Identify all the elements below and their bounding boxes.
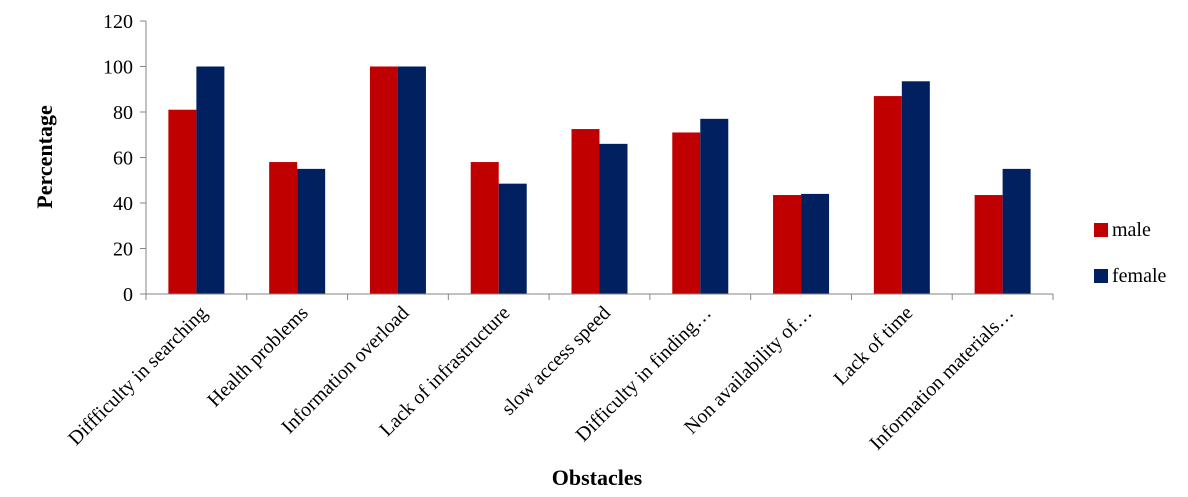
bar-female	[1002, 168, 1031, 294]
bar-female	[801, 193, 830, 294]
legend-label-male: male	[1112, 219, 1151, 241]
bar-female	[700, 118, 729, 294]
bar-male	[470, 162, 499, 294]
bar-female	[901, 81, 930, 294]
bar-female	[397, 66, 426, 294]
y-tick-label: 40	[113, 193, 133, 215]
y-tick-label: 100	[103, 57, 133, 79]
x-category-label: slow access speed	[497, 302, 615, 420]
bar-male	[571, 129, 600, 294]
y-tick-label: 60	[113, 148, 133, 170]
y-axis-title: Percentage	[32, 105, 57, 209]
bar-female	[498, 183, 527, 294]
y-axis-ticks: 0 20 40 60 80 100 120	[103, 11, 146, 306]
bar-female	[599, 143, 628, 294]
bar-female	[297, 168, 326, 294]
bar-male	[672, 132, 701, 294]
bar-male	[773, 195, 802, 294]
bar-female	[196, 66, 225, 294]
y-tick-label: 120	[103, 11, 133, 33]
x-category-label: Diffficulty in searching	[64, 302, 212, 450]
bar-male	[873, 96, 902, 294]
legend-label-female: female	[1112, 265, 1167, 287]
bar-male	[269, 162, 298, 294]
bars	[168, 66, 1031, 294]
legend-swatch-female	[1094, 269, 1108, 283]
legend: male female	[1094, 219, 1167, 287]
x-category-label: Lack of time	[830, 302, 918, 390]
y-tick-label: 80	[113, 102, 133, 124]
bar-male	[168, 109, 197, 294]
y-tick-label: 20	[113, 239, 133, 261]
y-tick-label: 0	[123, 284, 133, 306]
legend-swatch-male	[1094, 223, 1108, 237]
x-category-label: Health problems	[203, 302, 313, 412]
bar-male	[369, 66, 398, 294]
bar-male	[974, 195, 1003, 294]
x-axis-ticks	[145, 294, 1054, 300]
x-axis-title: Obstacles	[552, 465, 643, 490]
